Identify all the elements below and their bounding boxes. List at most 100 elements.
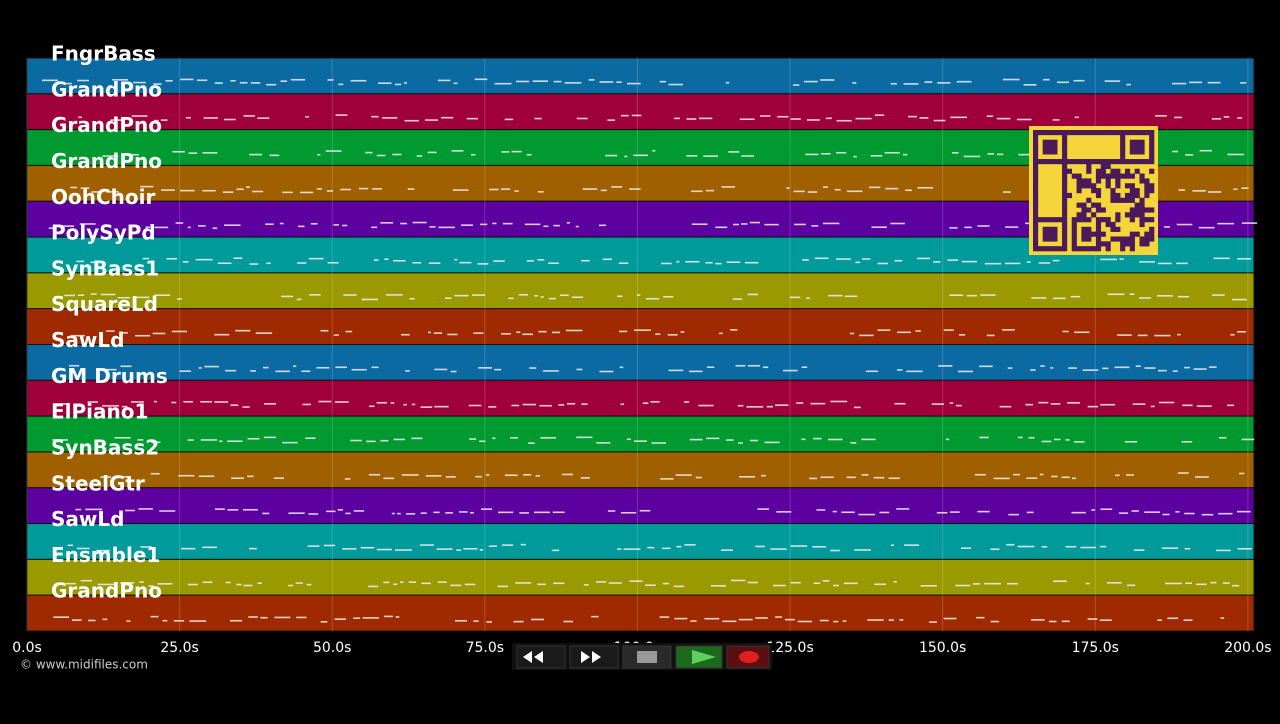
note (715, 226, 728, 229)
note (662, 582, 670, 585)
qr-cell (1149, 154, 1155, 160)
note (1177, 472, 1189, 474)
qr-cell (1124, 197, 1131, 203)
note (77, 79, 90, 82)
note (308, 257, 324, 260)
note (187, 439, 194, 441)
note (558, 404, 565, 406)
note (420, 406, 433, 408)
note (230, 404, 239, 406)
note (203, 117, 218, 119)
note (766, 405, 773, 408)
note (668, 369, 684, 372)
note (106, 330, 115, 332)
note (1013, 473, 1020, 476)
note (1100, 258, 1118, 261)
note (846, 476, 856, 479)
qr-cell (1086, 217, 1092, 223)
note (757, 508, 770, 510)
note (1008, 513, 1019, 516)
note (548, 297, 556, 300)
note (890, 544, 895, 547)
note (792, 84, 800, 86)
note (463, 548, 478, 550)
note (1038, 262, 1051, 264)
note (376, 401, 387, 404)
note (602, 258, 612, 261)
lane (26, 308, 1255, 345)
note (775, 616, 783, 618)
note (853, 155, 857, 158)
note (501, 151, 510, 153)
note (1196, 405, 1212, 407)
note (655, 333, 661, 335)
record-button[interactable] (726, 645, 770, 669)
note (588, 79, 595, 81)
note (1041, 545, 1048, 548)
forward-button[interactable] (569, 645, 619, 669)
note (400, 222, 408, 225)
note (828, 438, 843, 441)
rewind-button[interactable] (516, 645, 566, 669)
note (617, 548, 622, 550)
note (242, 406, 250, 408)
note (620, 403, 625, 406)
note (391, 512, 395, 515)
note (832, 510, 837, 513)
lane (26, 57, 1255, 95)
track-labels: FngrBass GrandPno GrandPno GrandPno OohChoir… (51, 42, 168, 603)
qr-cell (1033, 154, 1039, 160)
note (667, 334, 678, 336)
note (538, 330, 547, 333)
qr-cell (1062, 144, 1068, 150)
note (243, 115, 255, 117)
qr-cell (1129, 188, 1135, 194)
note (1210, 581, 1217, 584)
note (598, 224, 606, 227)
qr-cell (1120, 173, 1126, 179)
qr-cell (1062, 197, 1068, 203)
qr-cell (1110, 130, 1116, 136)
qr-cell (1057, 130, 1063, 136)
note (811, 225, 819, 227)
note (52, 439, 69, 441)
note (1026, 511, 1034, 514)
qr-cell (1042, 236, 1048, 242)
note (674, 117, 680, 120)
note (1104, 80, 1121, 82)
note (1139, 261, 1156, 263)
note (242, 508, 258, 511)
note (85, 508, 103, 511)
note (371, 366, 379, 369)
note (133, 81, 146, 84)
note (964, 226, 972, 229)
qr-cell (1144, 183, 1150, 189)
stop-button[interactable] (622, 645, 672, 669)
qr-cell (1033, 241, 1039, 247)
note (504, 118, 514, 121)
note (1025, 403, 1033, 406)
note (428, 262, 441, 264)
note (282, 191, 293, 194)
qr-cell (1134, 202, 1140, 208)
qr-cell (1091, 202, 1097, 208)
track-label: FngrBass (51, 42, 156, 66)
play-button[interactable] (675, 645, 723, 669)
note (502, 544, 514, 546)
note (945, 438, 950, 441)
note (1005, 226, 1019, 228)
note (302, 403, 311, 406)
note (721, 186, 736, 188)
note (436, 548, 453, 550)
tick-label: 25.0s (160, 640, 198, 656)
lane (26, 93, 1255, 131)
note (1026, 261, 1031, 263)
qr-cell (1149, 149, 1155, 155)
note (564, 82, 582, 84)
note (762, 366, 769, 369)
note (814, 257, 829, 260)
qr-cell (1052, 217, 1058, 223)
note (486, 474, 490, 476)
note (464, 583, 476, 586)
tick-label: 125.0s (766, 640, 813, 656)
